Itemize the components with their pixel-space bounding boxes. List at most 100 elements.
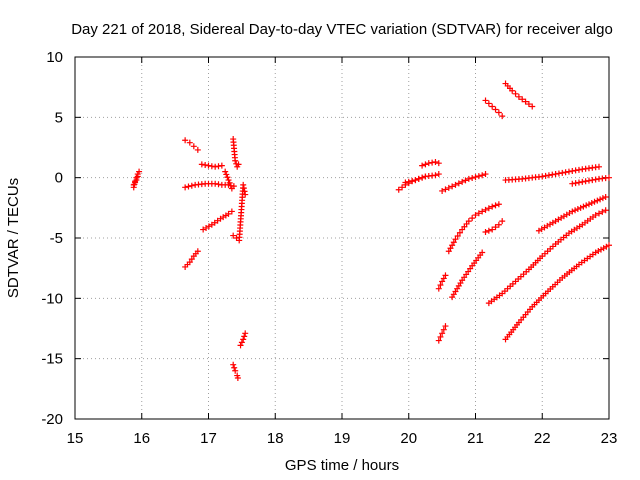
data-point-interp [492, 224, 499, 231]
data-point [186, 139, 193, 146]
data-point-interp [437, 333, 444, 340]
data-point-interp [555, 170, 562, 177]
data-point-interp [588, 200, 595, 207]
data-point [186, 259, 193, 266]
data-point-interp [492, 106, 499, 113]
data-point [592, 212, 599, 219]
data-point-interp [415, 175, 422, 182]
data-point-interp [447, 245, 454, 252]
data-point-interp [572, 207, 579, 214]
series-arc-02 [130, 173, 141, 188]
data-point [482, 228, 489, 235]
data-point-interp [475, 173, 482, 180]
data-point [472, 212, 479, 219]
x-tick-label: 19 [334, 430, 351, 447]
data-point [479, 249, 486, 256]
data-point [606, 174, 612, 181]
data-point-interp [572, 167, 579, 174]
data-point-interp [580, 203, 587, 210]
data-point [225, 177, 232, 184]
data-point [232, 367, 239, 374]
data-point-interp [469, 215, 476, 222]
y-axis-label: SDTVAR / TECUs [5, 178, 22, 298]
data-point [182, 184, 189, 191]
x-axis-label: GPS time / hours [285, 457, 399, 474]
data-point [515, 93, 522, 100]
data-point-interp [224, 174, 231, 181]
data-point [194, 248, 201, 255]
series-arc-25 [502, 163, 602, 184]
data-point [134, 173, 141, 180]
data-point-interp [227, 182, 234, 189]
data-point-interp [462, 177, 469, 184]
x-tick-label: 17 [200, 430, 217, 447]
x-tick-label: 18 [267, 430, 284, 447]
data-point-interp [419, 174, 426, 181]
data-point-interp [208, 163, 215, 170]
data-point [569, 208, 576, 215]
series-arc-22 [482, 218, 506, 235]
data-point-interp [185, 183, 192, 190]
data-point [228, 185, 235, 192]
series-arc-17 [435, 272, 449, 292]
data-point-interp [455, 180, 462, 187]
data-point [569, 180, 576, 187]
data-point [465, 218, 472, 225]
data-point-interp [575, 166, 582, 173]
data-point-interp [597, 196, 604, 203]
series-arc-21 [482, 97, 506, 120]
data-point-interp [577, 204, 584, 211]
data-point [442, 323, 449, 330]
data-point-interp [437, 282, 444, 289]
y-tick-label: 5 [55, 109, 63, 126]
series-arc-19 [445, 201, 502, 255]
data-point [432, 172, 439, 179]
data-point [435, 160, 442, 167]
data-point [234, 374, 241, 381]
data-point [190, 143, 197, 150]
data-point-interp [492, 202, 499, 209]
series-arc-28 [569, 174, 612, 187]
series-arc-14 [402, 171, 442, 186]
data-point [240, 181, 247, 188]
series-arc-03 [182, 137, 201, 153]
data-point-interp [440, 326, 447, 333]
data-point-interp [485, 100, 492, 107]
data-point-interp [459, 178, 466, 185]
data-point [582, 178, 589, 185]
data-point-interp [589, 177, 596, 184]
x-tick-label: 16 [133, 430, 150, 447]
data-point-interp [583, 202, 590, 209]
data-point [230, 232, 237, 239]
axis-ticks [74, 56, 610, 420]
data-point [585, 201, 592, 208]
data-point-interp [585, 177, 592, 184]
data-point [452, 236, 459, 243]
data-point [522, 98, 529, 105]
data-point [419, 162, 426, 169]
data-point-interp [223, 171, 230, 178]
data-point [412, 177, 419, 184]
data-point-interp [592, 176, 599, 183]
data-point [529, 103, 536, 110]
data-point [442, 272, 449, 279]
data-point [395, 186, 402, 193]
series-arc-07 [182, 248, 201, 270]
data-point [228, 208, 235, 215]
data-point-interp [549, 171, 556, 178]
data-point-interp [445, 184, 452, 191]
data-point [595, 163, 602, 170]
data-point [489, 103, 496, 110]
series-arc-08 [222, 168, 235, 192]
data-point [489, 226, 496, 233]
grid [75, 57, 609, 419]
data-point [205, 162, 212, 169]
data-point-interp [569, 168, 576, 175]
data-point-interp [399, 184, 406, 191]
data-point-interp [241, 188, 248, 195]
series-arc-24 [502, 80, 536, 110]
data-point-interp [440, 275, 447, 282]
data-point-interp [241, 333, 248, 340]
data-point [452, 181, 459, 188]
